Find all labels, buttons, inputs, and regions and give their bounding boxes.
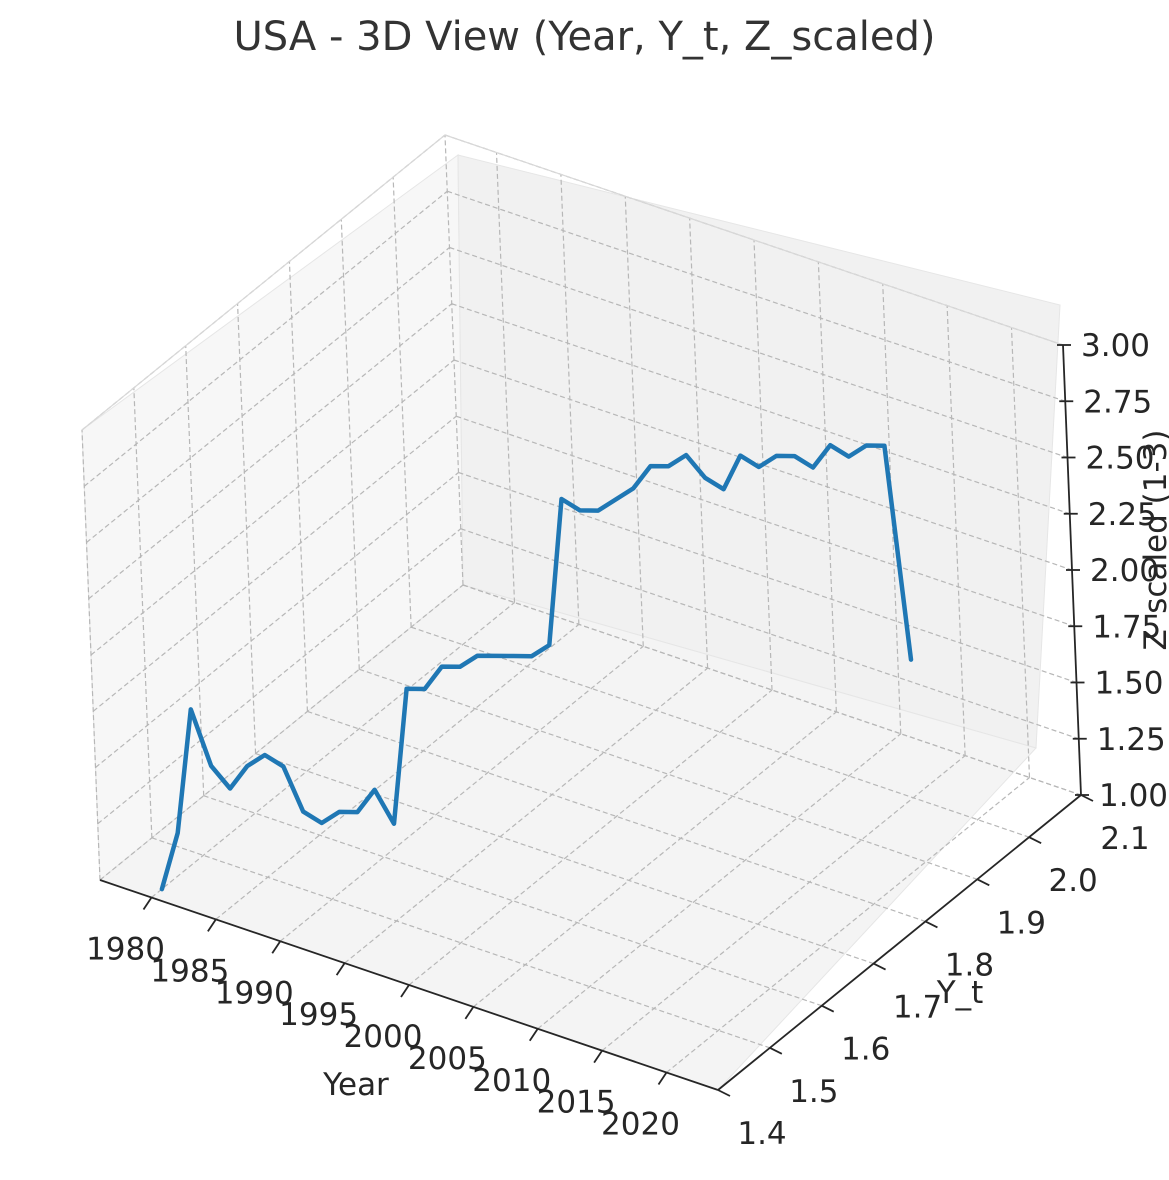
x-tick bbox=[657, 1072, 668, 1085]
z-axis-label: Z_scaled (1-3) bbox=[1138, 430, 1169, 651]
grid-line-z-side bbox=[88, 303, 453, 600]
pane-edge bbox=[444, 134, 1064, 346]
grid-line-y-floor bbox=[203, 795, 822, 1007]
y-tick-label: 1.5 bbox=[789, 1074, 838, 1110]
x-tick bbox=[207, 918, 217, 932]
grid-line-z-side bbox=[92, 415, 457, 712]
grid-line-z-back bbox=[447, 190, 1066, 402]
z-tick-label: 2.25 bbox=[1088, 497, 1157, 533]
tick-marks bbox=[142, 344, 1094, 1097]
y-tick bbox=[821, 1004, 835, 1013]
x-tick-label: 2000 bbox=[344, 1019, 423, 1055]
x-tick-label: 1985 bbox=[150, 953, 229, 989]
y-tick-label: 1.9 bbox=[997, 905, 1046, 941]
x-tick-label: 2015 bbox=[537, 1085, 616, 1121]
grid-line-x-floor bbox=[601, 755, 966, 1052]
grid-line-z-back bbox=[460, 528, 1079, 740]
grid-line-x-floor bbox=[279, 645, 644, 942]
x-axis-label: Year bbox=[322, 1067, 389, 1103]
grid-line-y-floor bbox=[359, 668, 978, 880]
grid-line-x-floor bbox=[151, 602, 515, 898]
y-tick-label: 1.7 bbox=[893, 990, 942, 1026]
grid-line-z-side bbox=[99, 584, 464, 881]
x-tick bbox=[400, 984, 410, 998]
z-tick-label: 1.50 bbox=[1095, 666, 1164, 702]
y-tick bbox=[1080, 794, 1094, 802]
z-tick-label: 1.75 bbox=[1092, 609, 1161, 645]
grid-line-x-back bbox=[1010, 327, 1031, 778]
y-tick bbox=[717, 1089, 731, 1097]
grid-line-x-floor bbox=[472, 711, 837, 1008]
y-tick-label: 2.1 bbox=[1100, 821, 1149, 857]
z-tick-label: 2.75 bbox=[1083, 384, 1152, 420]
x-tick bbox=[529, 1028, 539, 1042]
grid-line-z-back bbox=[456, 415, 1075, 627]
x-tick bbox=[271, 940, 281, 954]
grid-line-x-floor bbox=[344, 667, 709, 964]
series-line bbox=[159, 442, 914, 892]
x-tick-label: 1995 bbox=[279, 997, 358, 1033]
y-axis-line bbox=[717, 794, 1082, 1091]
grid-line-z-side bbox=[97, 528, 462, 825]
grid-line-y-floor bbox=[151, 837, 771, 1049]
x-tick bbox=[464, 1006, 475, 1020]
grid-line-z-back bbox=[462, 584, 1082, 796]
z-tick-label: 1.25 bbox=[1097, 722, 1166, 758]
y-tick-label: 2.0 bbox=[1048, 863, 1097, 899]
grid-line-z-back bbox=[449, 246, 1068, 459]
grid-line-z-side bbox=[90, 359, 455, 656]
grid-line-z-back bbox=[453, 359, 1073, 571]
z-tick-label: 1.00 bbox=[1099, 778, 1168, 814]
y-tick bbox=[1028, 836, 1042, 844]
grid-line-z-side bbox=[95, 472, 459, 768]
grid-line-y-floor bbox=[307, 710, 926, 922]
y-tick-label: 1.8 bbox=[945, 947, 994, 983]
grid-line-y-side bbox=[185, 345, 205, 796]
grid-line-x-back bbox=[495, 152, 516, 603]
grid-line-z-side bbox=[83, 190, 448, 487]
x-tick bbox=[335, 962, 346, 976]
z-tick-label: 2.50 bbox=[1086, 441, 1155, 477]
x-tick bbox=[142, 897, 153, 910]
grid-line-z-back bbox=[451, 303, 1070, 515]
y-tick-label: 1.4 bbox=[737, 1116, 786, 1152]
y-tick-label: 1.6 bbox=[841, 1032, 890, 1068]
grid-line-x-back bbox=[624, 196, 644, 647]
chart-title: USA - 3D View (Year, Y_t, Z_scaled) bbox=[233, 14, 936, 60]
x-tick-label: 1990 bbox=[215, 975, 294, 1011]
grid-line-y-floor bbox=[255, 753, 874, 965]
grid-line-x-floor bbox=[537, 733, 902, 1030]
x-tick bbox=[593, 1050, 603, 1064]
grid-line-x-floor bbox=[408, 689, 773, 986]
z-tick-label: 2.00 bbox=[1090, 553, 1159, 589]
y-tick bbox=[925, 920, 938, 929]
x-tick-label: 1980 bbox=[86, 932, 165, 968]
grid-line-z-side bbox=[86, 247, 450, 543]
y-tick bbox=[873, 962, 886, 971]
x-tick-label: 2010 bbox=[472, 1063, 551, 1099]
x-tick-label: 2020 bbox=[601, 1107, 680, 1143]
y-axis-label: Y_t bbox=[936, 975, 984, 1011]
y-tick bbox=[976, 878, 990, 887]
z-tick-label: 3.00 bbox=[1081, 328, 1150, 364]
grid-line-y-floor bbox=[410, 626, 1030, 838]
grid-line-y-side bbox=[340, 219, 360, 670]
series-layer bbox=[159, 442, 914, 892]
x-tick-label: 2005 bbox=[408, 1041, 487, 1077]
y-tick bbox=[769, 1047, 783, 1055]
pane-edge bbox=[81, 134, 446, 431]
grid-line-x-floor bbox=[666, 777, 1030, 1073]
